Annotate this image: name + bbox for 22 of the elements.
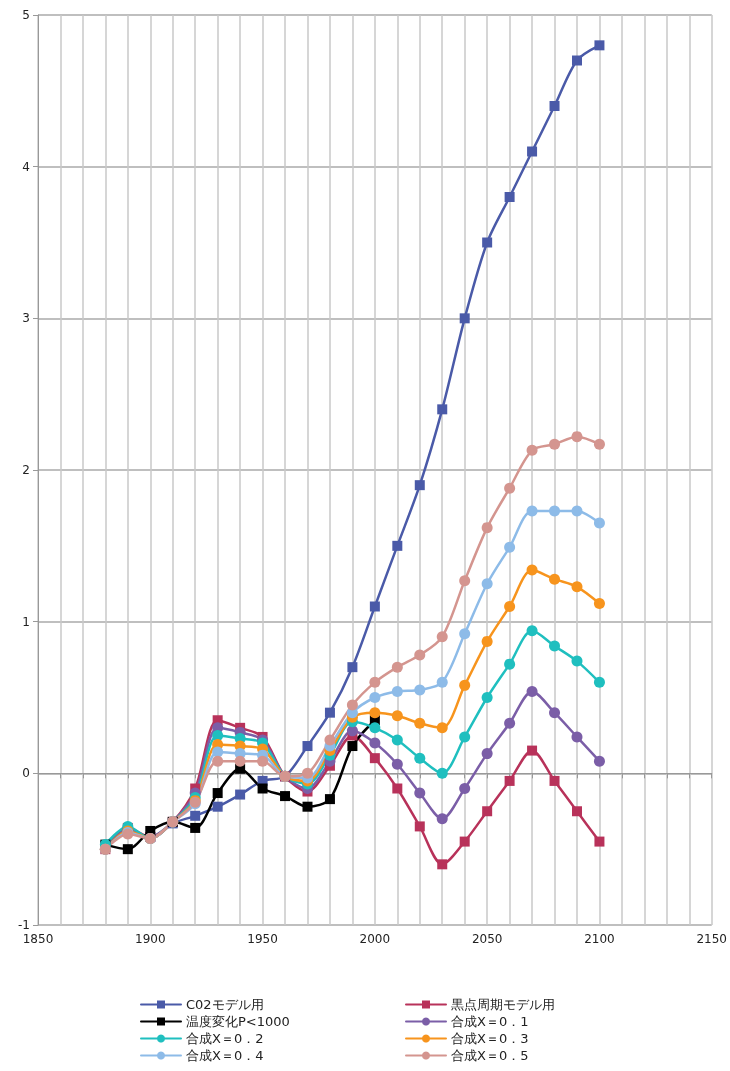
x-tick-label: 2100	[584, 932, 615, 946]
y-tick-label: 3	[22, 311, 30, 326]
legend-label: 合成X＝0．1	[451, 1014, 529, 1029]
x-tick-label: 2150	[696, 932, 727, 946]
legend-label: 合成X＝0．3	[451, 1031, 529, 1046]
y-tick-label: 5	[22, 8, 30, 22]
x-tick-label: 1900	[135, 932, 166, 946]
x-tick-label: 2050	[471, 932, 503, 946]
x-tick-label: 2000	[359, 932, 391, 946]
y-tick-label: 4	[22, 159, 30, 174]
legend-label: 合成X＝0．4	[186, 1048, 264, 1063]
x-tick-label: 1850	[22, 932, 54, 946]
y-tick-label: 1	[22, 614, 30, 629]
legend-label: 合成X＝0．5	[451, 1048, 529, 1063]
legend-label: C02モデル用	[186, 997, 264, 1012]
x-tick-label: 1950	[247, 932, 278, 946]
y-tick-label: -1	[18, 918, 30, 932]
legend-label: 温度変化P<1000	[186, 1014, 290, 1029]
legend-label: 黒点周期モデル用	[451, 997, 555, 1012]
legend-label: 合成X＝0．2	[186, 1031, 264, 1046]
y-tick-label: 2	[22, 463, 30, 477]
y-tick-label: 0	[22, 766, 30, 781]
